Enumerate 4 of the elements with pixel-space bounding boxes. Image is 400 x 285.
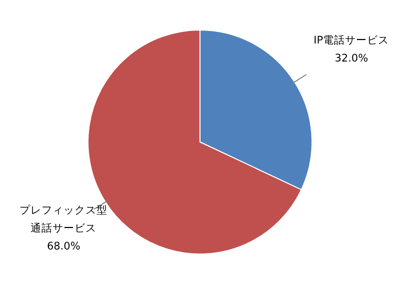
slice-label: プレフィックス型通話サービス [20, 204, 108, 235]
data-label: 32.0% [334, 52, 368, 64]
data-label: 68.0% [46, 240, 80, 253]
slice-label: IP電話サービス [314, 33, 390, 46]
